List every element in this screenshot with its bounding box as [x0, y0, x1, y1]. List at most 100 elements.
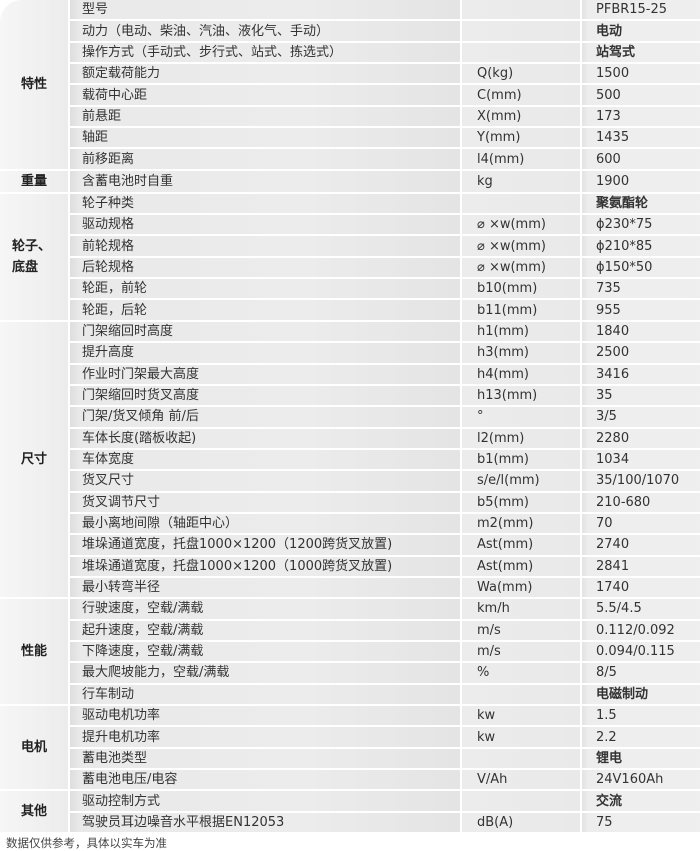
spec-unit: l4(mm) — [462, 149, 582, 171]
spec-unit: l2(mm) — [462, 428, 582, 450]
spec-value: 1900 — [582, 170, 700, 194]
group-cell: 性能 — [0, 599, 70, 706]
spec-unit — [462, 193, 582, 216]
table-row: 轮子、底盘 轮子种类 聚氨酯轮 — [0, 193, 700, 322]
spec-value: 75 — [582, 812, 700, 835]
spec-unit: C(mm) — [462, 85, 582, 107]
spec-value: 1034 — [582, 449, 700, 472]
group-label: 尺寸 — [20, 452, 47, 468]
spec-value: 8/5 — [582, 663, 700, 685]
spec-unit: ⌀ ×w(mm) — [462, 215, 582, 237]
spec-unit: kw — [462, 706, 582, 728]
table-row: 门架/货叉倾角 前/后 ° 3/5 — [0, 407, 700, 429]
table-row: 动力（电动、柴油、汽油、液化气、手动） 电动 — [0, 21, 700, 43]
spec-value: ϕ210*85 — [582, 236, 700, 258]
spec-value: 600 — [582, 149, 700, 171]
spec-unit: kg — [462, 170, 582, 194]
spec-label: 起升速度，空载/满载 — [70, 620, 462, 642]
table-row: 车体宽度 b1(mm) 1034 — [0, 449, 700, 472]
spec-value: 1840 — [582, 321, 700, 344]
table-row: 门架缩回时货叉高度 h13(mm) 35 — [0, 385, 700, 408]
spec-value: ϕ150*50 — [582, 257, 700, 280]
spec-unit: V/Ah — [462, 770, 582, 792]
table-row: 额定载荷能力 Q(kg) 1500 — [0, 64, 700, 86]
spec-label: 轮距，后轮 — [70, 300, 462, 322]
table-row: 驾驶员耳边噪音水平根据EN12053 dB(A) 75 — [0, 812, 700, 835]
spec-label: 门架缩回时货叉高度 — [70, 385, 462, 408]
spec-label: 蓄电池电压/电容 — [70, 770, 462, 792]
spec-value: 0.112/0.092 — [582, 620, 700, 642]
table-row: 蓄电池类型 锂电 — [0, 748, 700, 771]
spec-unit — [462, 748, 582, 771]
spec-label: 提升电机功率 — [70, 727, 462, 749]
group-label: 重量 — [20, 173, 47, 189]
spec-value: 电磁制动 — [582, 684, 700, 706]
table-row: 操作方式（手动式、步行式、站式、拣选式） 站驾式 — [0, 42, 700, 65]
spec-label: 轮距，前轮 — [70, 279, 462, 301]
spec-value: PFBR15-25 — [582, 0, 700, 22]
spec-unit: b10(mm) — [462, 279, 582, 301]
spec-label: 驾驶员耳边噪音水平根据EN12053 — [70, 812, 462, 835]
table-row: 车体长度(踏板收起) l2(mm) 2280 — [0, 428, 700, 450]
spec-value: 70 — [582, 513, 700, 536]
spec-unit: km/h — [462, 599, 582, 621]
spec-value: 35 — [582, 385, 700, 408]
spec-value: 173 — [582, 106, 700, 129]
spec-unit: X(mm) — [462, 106, 582, 129]
spec-label: 前悬距 — [70, 106, 462, 129]
group-cell: 特性 — [0, 0, 70, 171]
spec-value: 2500 — [582, 343, 700, 365]
table-row: 货叉尺寸 s/e/l(mm) 35/100/1070 — [0, 471, 700, 493]
table-row: 载荷中心距 C(mm) 500 — [0, 85, 700, 107]
spec-value: 锂电 — [582, 748, 700, 771]
table-row: 前移距离 l4(mm) 600 — [0, 149, 700, 171]
spec-value: 2280 — [582, 428, 700, 450]
spec-label: 最小离地间隙（轴距中心） — [70, 513, 462, 536]
spec-label: 驱动规格 — [70, 215, 462, 237]
table-row: 最小离地间隙（轴距中心） m2(mm) 70 — [0, 513, 700, 536]
spec-value: 35/100/1070 — [582, 471, 700, 493]
group-label: 轮子、底盘 — [12, 238, 52, 275]
table-row: 其他 驱动控制方式 交流 — [0, 791, 700, 835]
spec-value: 500 — [582, 85, 700, 107]
spec-unit: ° — [462, 407, 582, 429]
spec-label: 轴距 — [70, 128, 462, 150]
table-row: 最小转弯半径 Wa(mm) 1740 — [0, 577, 700, 600]
table-row: 下降速度，空载/满载 m/s 0.094/0.115 — [0, 641, 700, 664]
spec-value: 210-680 — [582, 492, 700, 514]
spec-label: 下降速度，空载/满载 — [70, 641, 462, 664]
table-row: 前轮规格 ⌀ ×w(mm) ϕ210*85 — [0, 236, 700, 258]
spec-label: 门架/货叉倾角 前/后 — [70, 407, 462, 429]
group-label: 电机 — [20, 740, 47, 756]
spec-label: 蓄电池类型 — [70, 748, 462, 771]
spec-label: 作业时门架最大高度 — [70, 364, 462, 386]
spec-value: 5.5/4.5 — [582, 599, 700, 621]
spec-value: 0.094/0.115 — [582, 641, 700, 664]
table-row: 最大爬坡能力，空载/满载% 8/5 — [0, 663, 700, 685]
group-cell: 电机 — [0, 706, 70, 792]
spec-unit — [462, 0, 582, 22]
group-cell: 其他 — [0, 791, 70, 835]
table-row: 尺寸 门架缩回时高度 h1(mm) 1840 — [0, 321, 700, 600]
spec-unit — [462, 42, 582, 65]
group-cell: 重量 — [0, 170, 70, 194]
table-row: 提升高度 h3(mm) 2500 — [0, 343, 700, 365]
table-row: 堆垛通道宽度，托盘1000×1200（1000跨货叉放置) Ast(mm) 2841 — [0, 556, 700, 578]
spec-value: 735 — [582, 279, 700, 301]
spec-unit: s/e/l(mm) — [462, 471, 582, 493]
table-row: 重量 含蓄电池时自重 kg 1900 — [0, 170, 700, 194]
spec-label: 最小转弯半径 — [70, 577, 462, 600]
spec-unit: b11(mm) — [462, 300, 582, 322]
table-row: 后轮规格 ⌀ ×w(mm) ϕ150*50 — [0, 257, 700, 280]
spec-value: 聚氨酯轮 — [582, 193, 700, 216]
spec-value: ϕ230*75 — [582, 215, 700, 237]
spec-unit: dB(A) — [462, 812, 582, 835]
spec-value: 2841 — [582, 556, 700, 578]
group-label: 特性 — [20, 76, 47, 92]
spec-label: 货叉调节尺寸 — [70, 492, 462, 514]
spec-unit: b1(mm) — [462, 449, 582, 472]
spec-unit: b5(mm) — [462, 492, 582, 514]
group-cell: 轮子、底盘 — [0, 193, 70, 322]
spec-unit: m/s — [462, 641, 582, 664]
spec-value: 1500 — [582, 64, 700, 86]
